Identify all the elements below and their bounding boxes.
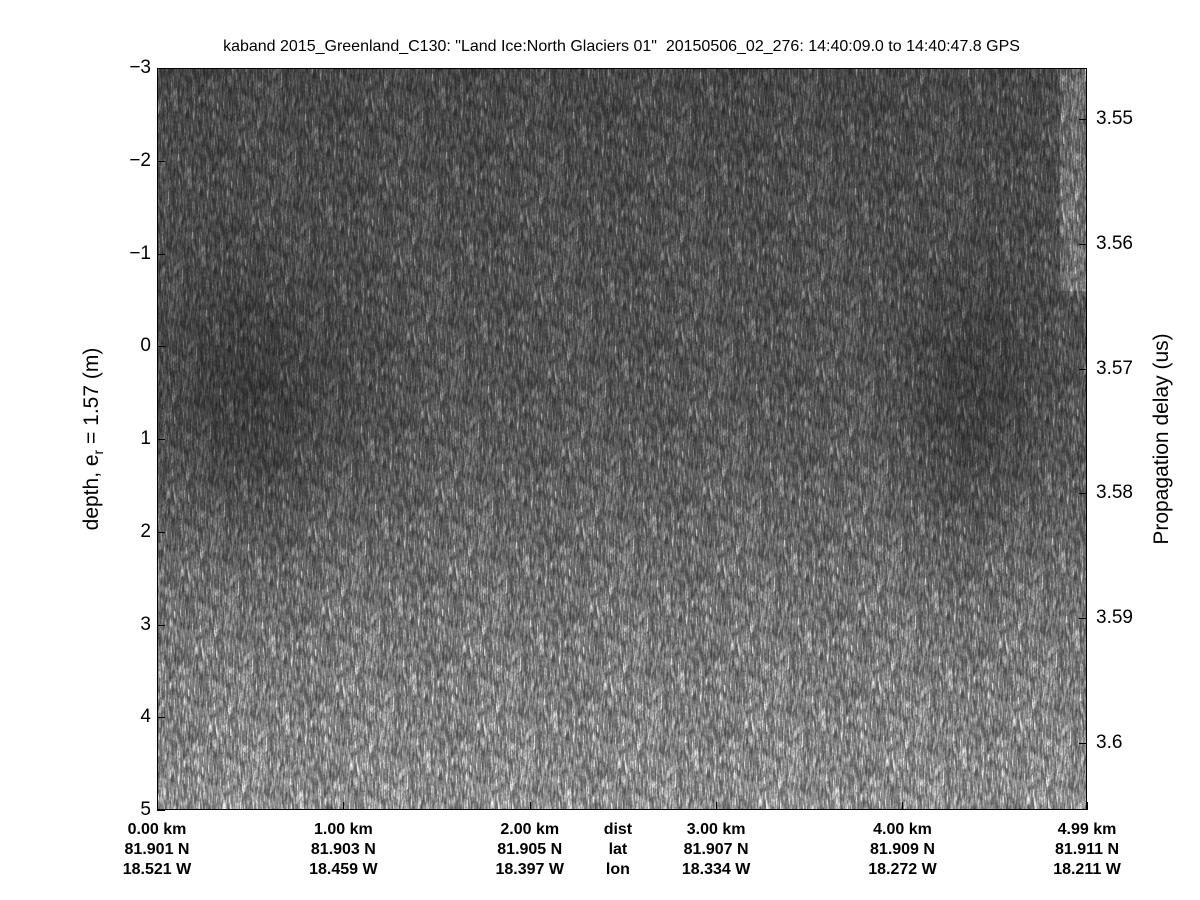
echogram-plot-area xyxy=(157,68,1087,810)
x-row-name-dist: dist xyxy=(603,821,633,838)
x-lon-label: 18.459 W xyxy=(309,861,378,878)
y-tick-label: 1 xyxy=(140,428,151,449)
y-tick-mark xyxy=(157,253,165,255)
chart-title: kaband 2015_Greenland_C130: "Land Ice:No… xyxy=(223,38,1020,55)
x-lon-label: 18.334 W xyxy=(681,861,751,878)
x-row-name-lat: lat xyxy=(608,841,628,858)
x-lat-label: 81.901 N xyxy=(124,841,190,858)
x-lat-label: 81.903 N xyxy=(310,841,376,858)
y-axis-label-subscript: r xyxy=(90,449,107,455)
echogram-image xyxy=(157,68,1087,810)
x-dist-label: 0.00 km xyxy=(127,821,187,838)
right-tick-mark xyxy=(1079,119,1087,121)
y-axis-label-text: depth, e xyxy=(79,454,103,531)
right-tick-label: 3.57 xyxy=(1096,357,1133,379)
x-lon-label: 18.397 W xyxy=(495,861,564,878)
x-tick-mark xyxy=(716,802,718,810)
right-tick-label: 3.6 xyxy=(1096,731,1123,753)
y-tick-mark xyxy=(157,624,165,626)
y-axis-label-unit: = 1.57 (m) xyxy=(79,347,103,450)
y-axis-label: depth, er = 1.57 (m) xyxy=(80,348,106,531)
y-tick-label: −2 xyxy=(129,149,151,171)
x-dist-label: 4.99 km xyxy=(1057,821,1117,838)
y-tick-label: −1 xyxy=(129,242,151,264)
x-lat-label: 81.909 N xyxy=(870,841,935,858)
y-tick-mark xyxy=(157,68,165,69)
x-row-name-lon: lon xyxy=(605,861,630,878)
y-tick-label: 5 xyxy=(140,799,151,820)
x-dist-label: 2.00 km xyxy=(500,821,560,838)
right-tick-mark xyxy=(1079,368,1087,370)
x-tick-mark xyxy=(529,802,531,810)
x-lon-label: 18.211 W xyxy=(1053,861,1121,878)
y-tick-mark xyxy=(157,810,165,811)
x-tick-mark xyxy=(1087,802,1088,810)
right-tick-label: 3.59 xyxy=(1096,606,1133,628)
x-tick-mark xyxy=(157,802,158,810)
y-tick-mark xyxy=(157,717,165,719)
y-tick-label: 0 xyxy=(140,335,151,357)
right-tick-mark xyxy=(1079,742,1087,744)
y-tick-mark xyxy=(157,160,165,162)
y-tick-label: 4 xyxy=(140,706,151,728)
x-dist-label: 1.00 km xyxy=(314,821,373,838)
y-tick-label: −3 xyxy=(129,57,151,78)
x-lat-label: 81.907 N xyxy=(683,841,749,858)
right-axis-label: Propagation delay (us) xyxy=(1150,333,1173,545)
x-tick-mark xyxy=(902,802,904,810)
y-tick-label: 3 xyxy=(140,613,151,635)
x-tick-mark xyxy=(343,802,345,810)
x-dist-label: 4.00 km xyxy=(873,821,932,838)
y-tick-mark xyxy=(157,531,165,533)
y-tick-mark xyxy=(157,439,165,440)
right-tick-mark xyxy=(1079,493,1087,495)
right-tick-mark xyxy=(1079,243,1087,245)
right-tick-mark xyxy=(1079,617,1087,619)
x-lon-label: 18.272 W xyxy=(868,861,937,878)
right-tick-label: 3.55 xyxy=(1096,108,1133,130)
x-lat-label: 81.911 N xyxy=(1054,841,1120,858)
right-tick-label: 3.58 xyxy=(1096,482,1133,504)
x-lon-label: 18.521 W xyxy=(122,861,192,878)
x-dist-label: 3.00 km xyxy=(686,821,746,838)
right-tick-label: 3.56 xyxy=(1096,232,1133,254)
y-tick-mark xyxy=(157,346,165,348)
x-lat-label: 81.905 N xyxy=(497,841,563,858)
y-tick-label: 2 xyxy=(140,520,151,542)
